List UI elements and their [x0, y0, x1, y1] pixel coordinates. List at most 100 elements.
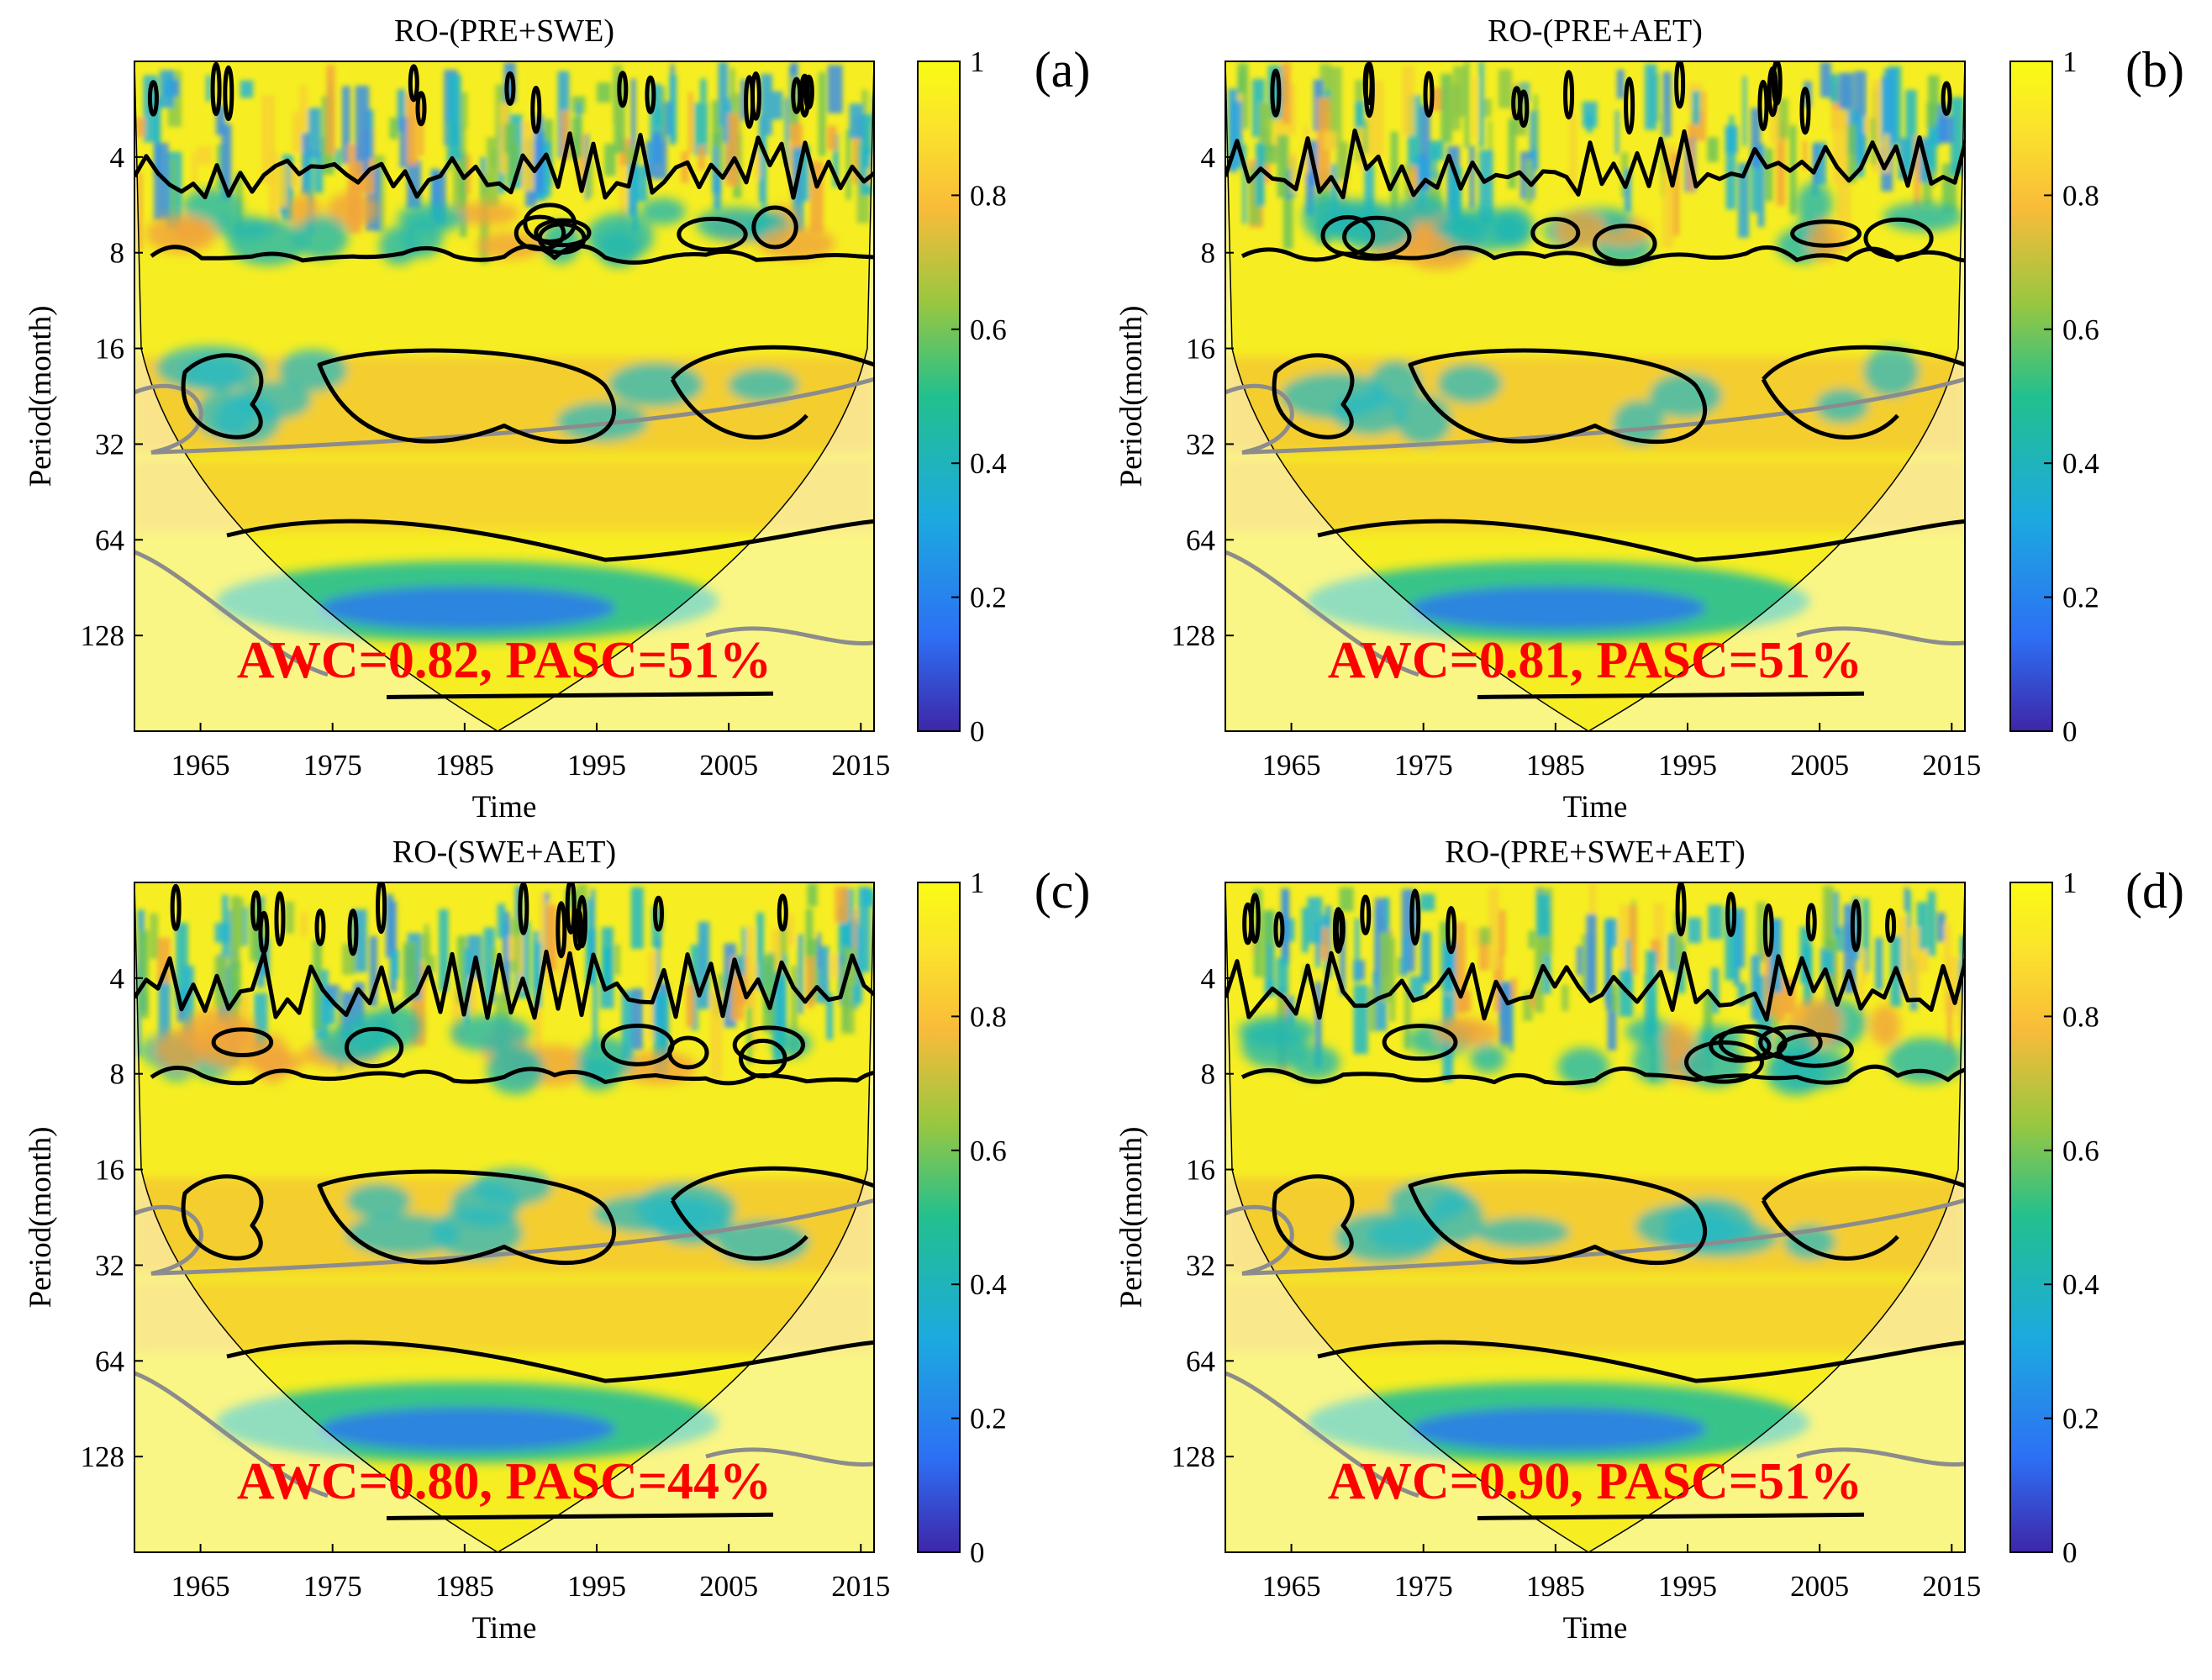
contour-spike: [530, 85, 542, 134]
x-axis-label: Time: [472, 1611, 537, 1646]
contour-spike: [258, 910, 270, 955]
contour-spike: [750, 71, 761, 121]
y-tick-label: 128: [81, 619, 125, 652]
contour-loop: [1684, 1040, 1765, 1084]
y-tick-label: 8: [110, 237, 125, 270]
x-tick-label: 2015: [1922, 749, 1981, 782]
x-tick-label: 1985: [435, 749, 494, 782]
grey-contour: [1225, 377, 1965, 455]
x-tick-label: 1975: [1394, 1570, 1453, 1603]
contour-loop: [1592, 224, 1657, 264]
high-frequency-band: [135, 61, 874, 264]
contour-interannual-right: [1761, 1166, 1965, 1261]
x-tick-label: 2015: [831, 749, 890, 782]
y-axis-label: Period(month): [1114, 306, 1149, 487]
significance-contours: [134, 882, 874, 1520]
contour-loop: [1758, 1024, 1823, 1061]
cone-of-influence-line: [1225, 61, 1965, 731]
contour-bottom: [1477, 691, 1865, 699]
axes-frame: [134, 882, 875, 1553]
contour-spike: [518, 882, 529, 935]
colorbar: [2009, 61, 2053, 732]
grey-contour: [134, 1371, 874, 1498]
contour-spike: [1885, 908, 1897, 943]
contour-loop: [523, 203, 577, 245]
contour-loop: [600, 1023, 675, 1066]
coherence-field: [1225, 61, 1965, 731]
axes-frame: [134, 61, 875, 732]
x-tick-label: 1975: [303, 1570, 362, 1603]
contour-interannual-center: [1408, 348, 1708, 445]
cone-of-influence-line: [1225, 882, 1965, 1552]
colorbar-tick-label: 0.6: [2062, 313, 2099, 346]
y-tick-label: 8: [1201, 1058, 1216, 1091]
mid-frequency-band: [145, 188, 835, 268]
contour-spike: [314, 908, 326, 946]
contour-loop: [514, 214, 566, 252]
colorbar-tick-label: 0.8: [2062, 179, 2099, 212]
contour-spike: [1360, 894, 1372, 935]
panel-d: 4 8 16 32 64 128 1965 1975 1985 1995 2005 2015 RO-(P…: [1114, 835, 2184, 1646]
contour-8-month: [1240, 1064, 1965, 1086]
x-tick-label: 1995: [567, 749, 626, 782]
axes-frame: [1224, 882, 1966, 1553]
colorbar-tick-label: 0.4: [970, 447, 1007, 480]
contour-spike: [576, 895, 587, 949]
x-tick-label: 2015: [1922, 1570, 1981, 1603]
contour-8-month: [1240, 245, 1965, 266]
low-frequency-band: [1225, 460, 1965, 642]
contour-loop: [345, 1026, 404, 1069]
contour-spike: [645, 75, 656, 114]
contour-loop: [1320, 214, 1376, 256]
awc-pasc-annotation: AWC=0.82, PASC=51%: [237, 632, 772, 689]
colorbar: [917, 882, 961, 1553]
y-tick-label: 16: [95, 1154, 124, 1187]
contour-spike: [1767, 66, 1778, 118]
contour-spike: [556, 901, 567, 959]
contour-spike: [617, 71, 629, 108]
panel-c: 4 8 16 32 64 128 1965 1975 1985 1995 2005 2015 RO-(S…: [24, 835, 1090, 1646]
contour-low-frequency: [226, 519, 874, 562]
contour-loop: [732, 1025, 805, 1065]
contour-spike: [1446, 905, 1457, 955]
cone-of-influence-shade: [134, 61, 874, 731]
contour-interannual-center: [1408, 1169, 1708, 1266]
cone-of-influence-shade: [134, 882, 874, 1552]
contour-spike: [1273, 911, 1285, 948]
x-axis-label: Time: [1563, 790, 1628, 824]
contour-spike: [504, 71, 516, 106]
contour-loop: [537, 222, 587, 255]
panel-label: (c): [1035, 863, 1091, 919]
contour-loop: [1342, 215, 1412, 258]
y-tick-label: 32: [1186, 428, 1215, 461]
contour-spike: [1624, 76, 1635, 135]
x-tick-label: 2005: [1790, 1570, 1849, 1603]
significance-contours: [1225, 882, 1965, 1520]
contour-loop: [677, 216, 748, 252]
cone-of-influence-line: [134, 61, 874, 731]
y-axis-label: Period(month): [24, 1127, 58, 1309]
contour-spike: [1762, 903, 1774, 957]
y-tick-label: 4: [110, 962, 125, 995]
y-axis-label: Period(month): [24, 306, 58, 487]
x-tick-label: 1965: [1262, 1570, 1321, 1603]
contour-spike: [1850, 898, 1862, 952]
y-tick-label: 16: [95, 333, 124, 366]
contour-loop: [1790, 219, 1862, 248]
contour-4-month: [1225, 951, 1965, 1022]
cone-of-influence-line: [134, 882, 874, 1552]
colorbar-tick-label: 0.6: [970, 313, 1007, 346]
contour-spike: [652, 895, 664, 932]
y-tick-label: 64: [95, 524, 124, 556]
contour-spike: [250, 890, 262, 931]
colorbar-tick-label: 0.6: [2062, 1135, 2099, 1167]
contour-spike: [1941, 81, 1952, 116]
x-tick-label: 1995: [567, 1570, 626, 1603]
contour-spike: [147, 80, 159, 117]
panel-label: (d): [2125, 863, 2184, 919]
x-axis-label: Time: [472, 790, 537, 824]
contour-spike: [1674, 61, 1686, 109]
colorbar-tick-label: 0.4: [2062, 447, 2099, 480]
contour-bottom: [386, 1512, 774, 1520]
